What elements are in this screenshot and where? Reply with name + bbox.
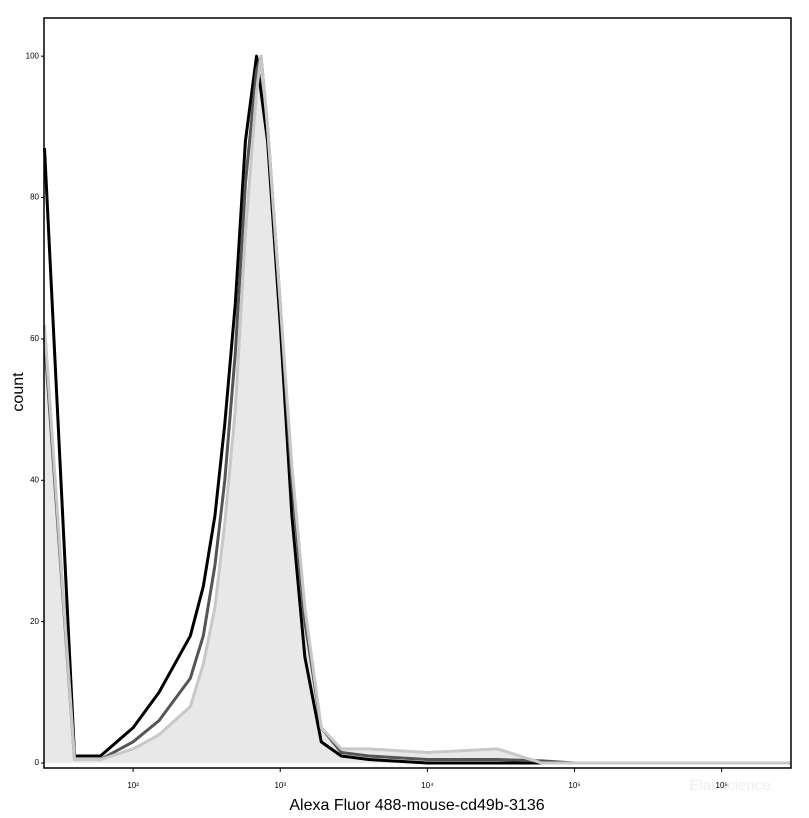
y-tick-label: 0 <box>35 758 40 767</box>
x-tick-label: 10⁶ <box>716 781 728 790</box>
y-tick-label: 100 <box>26 51 40 60</box>
histogram-area <box>44 56 790 764</box>
y-tick-label: 60 <box>30 334 39 343</box>
x-tick-label: 10² <box>127 781 139 790</box>
y-tick-label: 40 <box>30 475 39 484</box>
y-axis-title: count <box>10 372 27 412</box>
y-tick-label: 20 <box>30 617 39 626</box>
x-tick-label: 10⁴ <box>421 781 434 790</box>
x-axis-title: Alexa Fluor 488-mouse-cd49b-3136 <box>289 797 544 814</box>
y-tick-label: 80 <box>30 193 39 202</box>
x-tick-label: 10³ <box>274 781 286 790</box>
watermark: Elabscience <box>690 777 771 794</box>
histogram-line <box>43 54 790 765</box>
histogram-line <box>43 54 790 765</box>
plot-frame <box>43 17 792 769</box>
histogram-line <box>43 54 790 765</box>
x-tick-label: 10⁵ <box>568 781 580 790</box>
